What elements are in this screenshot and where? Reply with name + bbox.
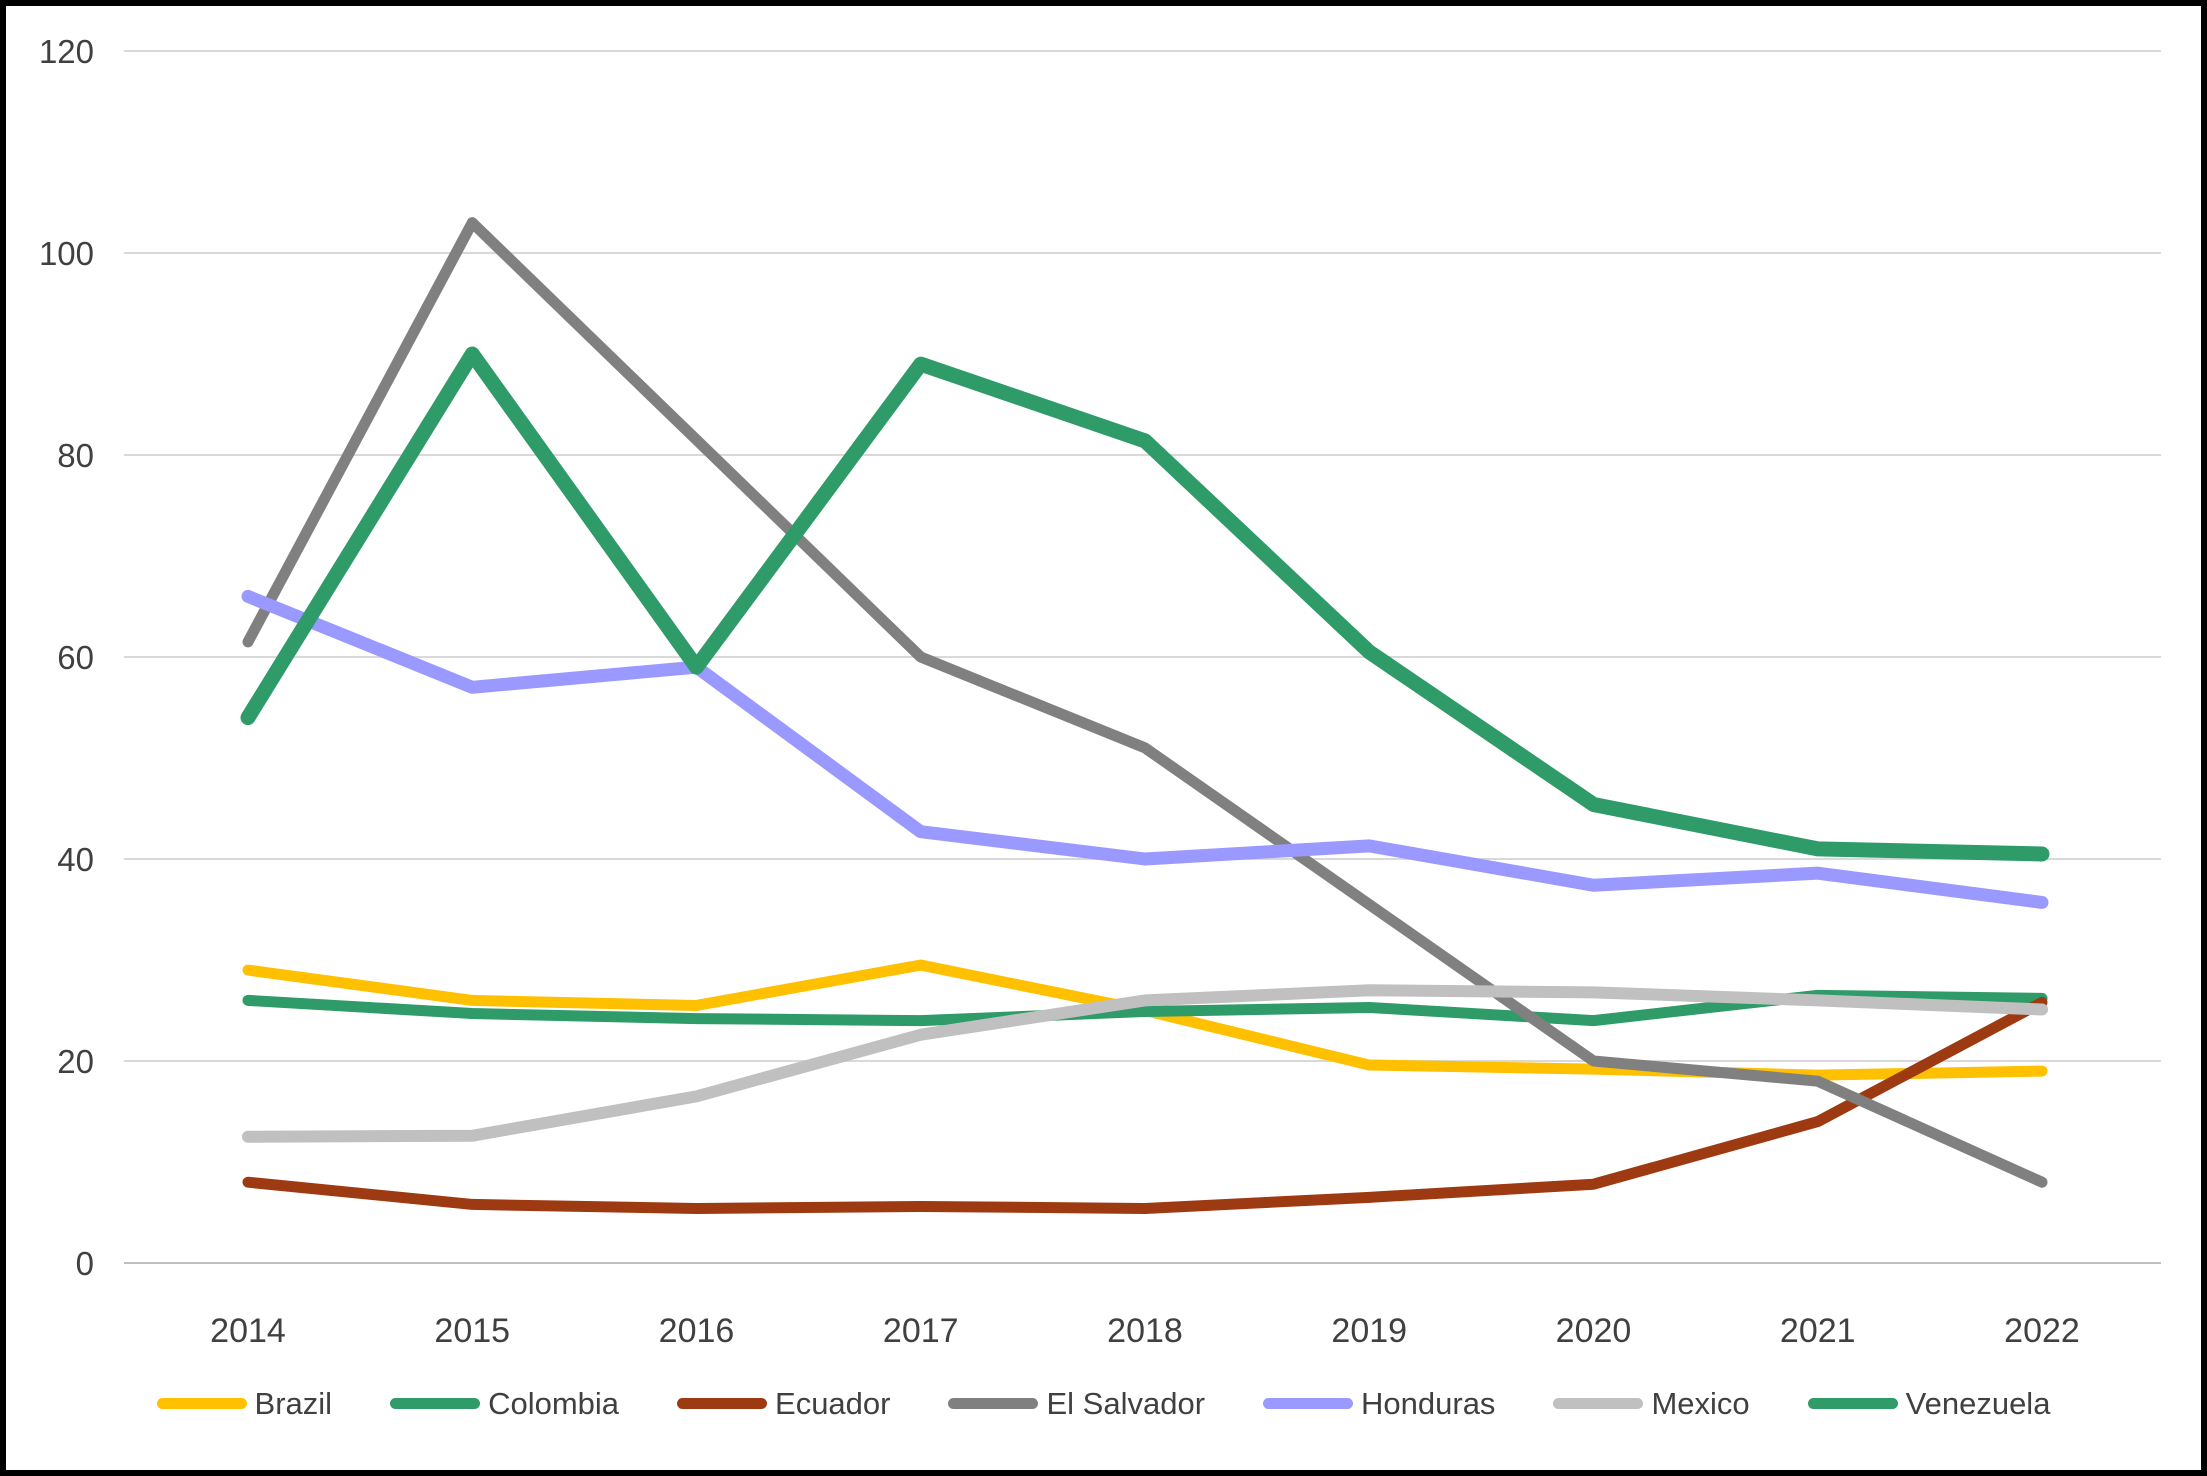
x-tick-label: 2021 [1780, 1312, 1856, 1350]
chart-legend: Brazil Colombia Ecuador El Salvador Honduras… [6, 1388, 2201, 1419]
y-tick-label: 60 [57, 639, 94, 676]
legend-label: Honduras [1361, 1386, 1496, 1421]
legend-item-ecuador: Ecuador [677, 1388, 890, 1419]
legend-swatch-icon [1807, 1398, 1898, 1409]
legend-swatch-icon [156, 1398, 247, 1409]
y-tick-label: 20 [57, 1043, 94, 1080]
legend-item-honduras: Honduras [1263, 1388, 1495, 1419]
series-line-honduras [241, 589, 2049, 909]
legend-item-mexico: Mexico [1553, 1386, 1750, 1421]
series-line-colombia [242, 989, 2048, 1027]
legend-label: Brazil [254, 1386, 333, 1421]
series-line-mexico [242, 984, 2048, 1143]
legend-item-brazil: Brazil [156, 1386, 333, 1421]
legend-item-colombia: Colombia [390, 1388, 619, 1419]
series-line-el-salvador [242, 217, 2048, 1188]
legend-label: Ecuador [775, 1386, 891, 1421]
x-tick-label: 2022 [2004, 1312, 2080, 1350]
legend-label: El Salvador [1046, 1386, 1206, 1421]
y-tick-label: 120 [39, 33, 94, 70]
x-tick-label: 2017 [883, 1312, 959, 1350]
y-tick-label: 0 [76, 1245, 94, 1282]
x-tick-label: 2014 [210, 1312, 286, 1350]
x-tick-label: 2020 [1556, 1312, 1632, 1350]
y-tick-label: 40 [57, 841, 94, 878]
legend-label: Venezuela [1905, 1386, 2051, 1421]
x-tick-label: 2018 [1107, 1312, 1183, 1350]
legend-swatch-icon [1263, 1398, 1354, 1409]
x-tick-label: 2019 [1331, 1312, 1407, 1350]
legend-swatch-icon [677, 1398, 768, 1409]
y-tick-label: 80 [57, 437, 94, 474]
legend-swatch-icon [948, 1398, 1039, 1409]
x-tick-label: 2015 [434, 1312, 510, 1350]
legend-item-venezuela: Venezuela [1807, 1386, 2051, 1421]
legend-swatch-icon [1553, 1398, 1644, 1409]
line-chart-canvas: 0 20 40 60 80 100 120 2014 2015 2016 2017 2018 2019 2… [39, 33, 2161, 1350]
legend-swatch-icon [390, 1398, 481, 1409]
x-tick-label: 2016 [659, 1312, 735, 1350]
series-line-venezuela [240, 346, 2050, 862]
legend-label: Mexico [1651, 1386, 1750, 1421]
series-line-brazil [242, 959, 2048, 1081]
legend-item-el-salvador: El Salvador [948, 1388, 1205, 1419]
legend-label: Colombia [488, 1386, 620, 1421]
series-line-ecuador [242, 996, 2048, 1214]
y-tick-label: 100 [39, 235, 94, 272]
